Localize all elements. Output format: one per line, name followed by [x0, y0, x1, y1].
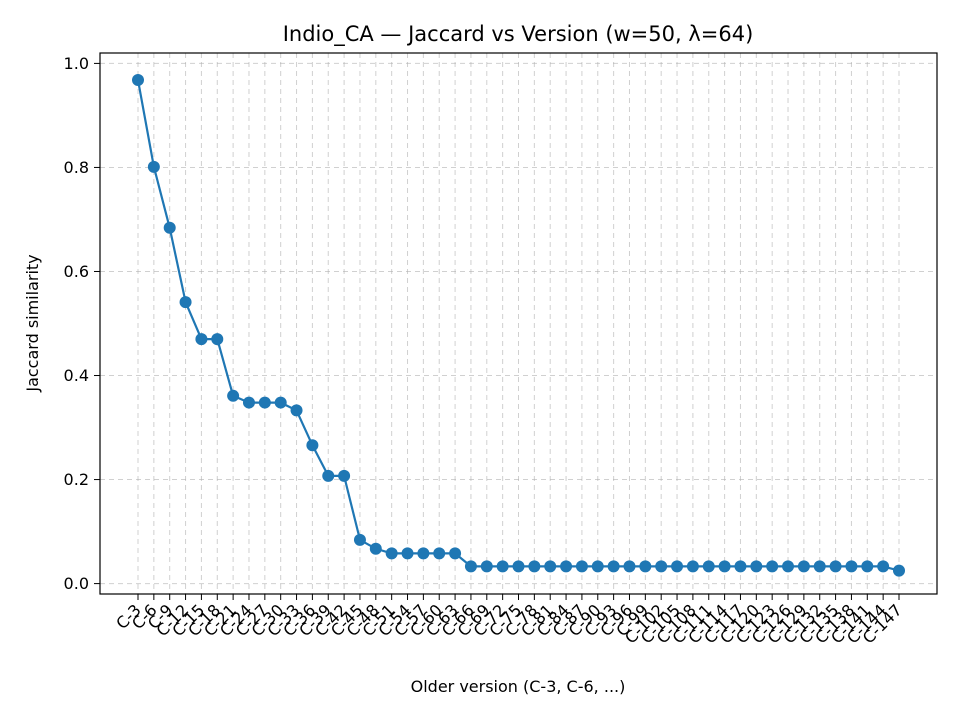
- data-point: [750, 560, 763, 573]
- data-point: [496, 560, 509, 573]
- data-point: [338, 469, 351, 482]
- data-point: [163, 221, 176, 234]
- data-point: [179, 296, 192, 309]
- data-point: [274, 396, 287, 409]
- data-point: [528, 560, 541, 573]
- data-point: [353, 533, 366, 546]
- data-point: [306, 439, 319, 452]
- data-point: [195, 333, 208, 346]
- data-point: [829, 560, 842, 573]
- data-point: [385, 547, 398, 560]
- data-point: [623, 560, 636, 573]
- data-point: [147, 160, 160, 173]
- y-tick-label: 0.8: [64, 158, 89, 177]
- data-point: [480, 560, 493, 573]
- data-point: [544, 560, 557, 573]
- data-point: [369, 542, 382, 555]
- y-tick-label: 0.2: [64, 470, 89, 489]
- data-point: [686, 560, 699, 573]
- x-axis-ticks: C-3C-6C-9C-12C-15C-18C-21C-24C-27C-30C-3…: [112, 594, 906, 647]
- data-point: [322, 469, 335, 482]
- y-tick-label: 0.6: [64, 262, 89, 281]
- data-point: [290, 404, 303, 417]
- data-point: [449, 547, 462, 560]
- y-axis-ticks: 0.0 0.2 0.4 0.6 0.8 1.0: [64, 54, 100, 593]
- data-point: [797, 560, 810, 573]
- data-point: [877, 560, 890, 573]
- data-point: [132, 74, 144, 87]
- data-point: [607, 560, 620, 573]
- x-axis-label: Older version (C-3, C-6, ...): [411, 677, 626, 696]
- data-point: [766, 560, 779, 573]
- data-point: [734, 560, 747, 573]
- data-point: [639, 560, 652, 573]
- data-point: [591, 560, 604, 573]
- chart-title: Indio_CA — Jaccard vs Version (w=50, λ=6…: [283, 22, 754, 47]
- data-point: [575, 560, 588, 573]
- data-point: [671, 560, 684, 573]
- data-point: [242, 396, 255, 409]
- data-point: [464, 560, 477, 573]
- data-point: [417, 547, 430, 560]
- y-axis-label: Jaccard similarity: [23, 254, 42, 392]
- data-point: [512, 560, 525, 573]
- data-point: [702, 560, 715, 573]
- data-point: [211, 333, 224, 346]
- data-point: [655, 560, 668, 573]
- data-point: [401, 547, 414, 560]
- data-point: [560, 560, 573, 573]
- data-point: [861, 560, 874, 573]
- data-point: [782, 560, 795, 573]
- data-point: [813, 560, 826, 573]
- series-jaccard: [132, 74, 905, 577]
- grid-lines: [100, 53, 937, 594]
- data-point: [893, 564, 905, 577]
- y-tick-label: 0.4: [64, 366, 89, 385]
- data-point: [227, 389, 240, 402]
- data-point: [845, 560, 858, 573]
- y-tick-label: 1.0: [64, 54, 89, 73]
- data-point: [258, 396, 271, 409]
- data-point: [718, 560, 731, 573]
- data-point: [433, 547, 446, 560]
- y-tick-label: 0.0: [64, 574, 89, 593]
